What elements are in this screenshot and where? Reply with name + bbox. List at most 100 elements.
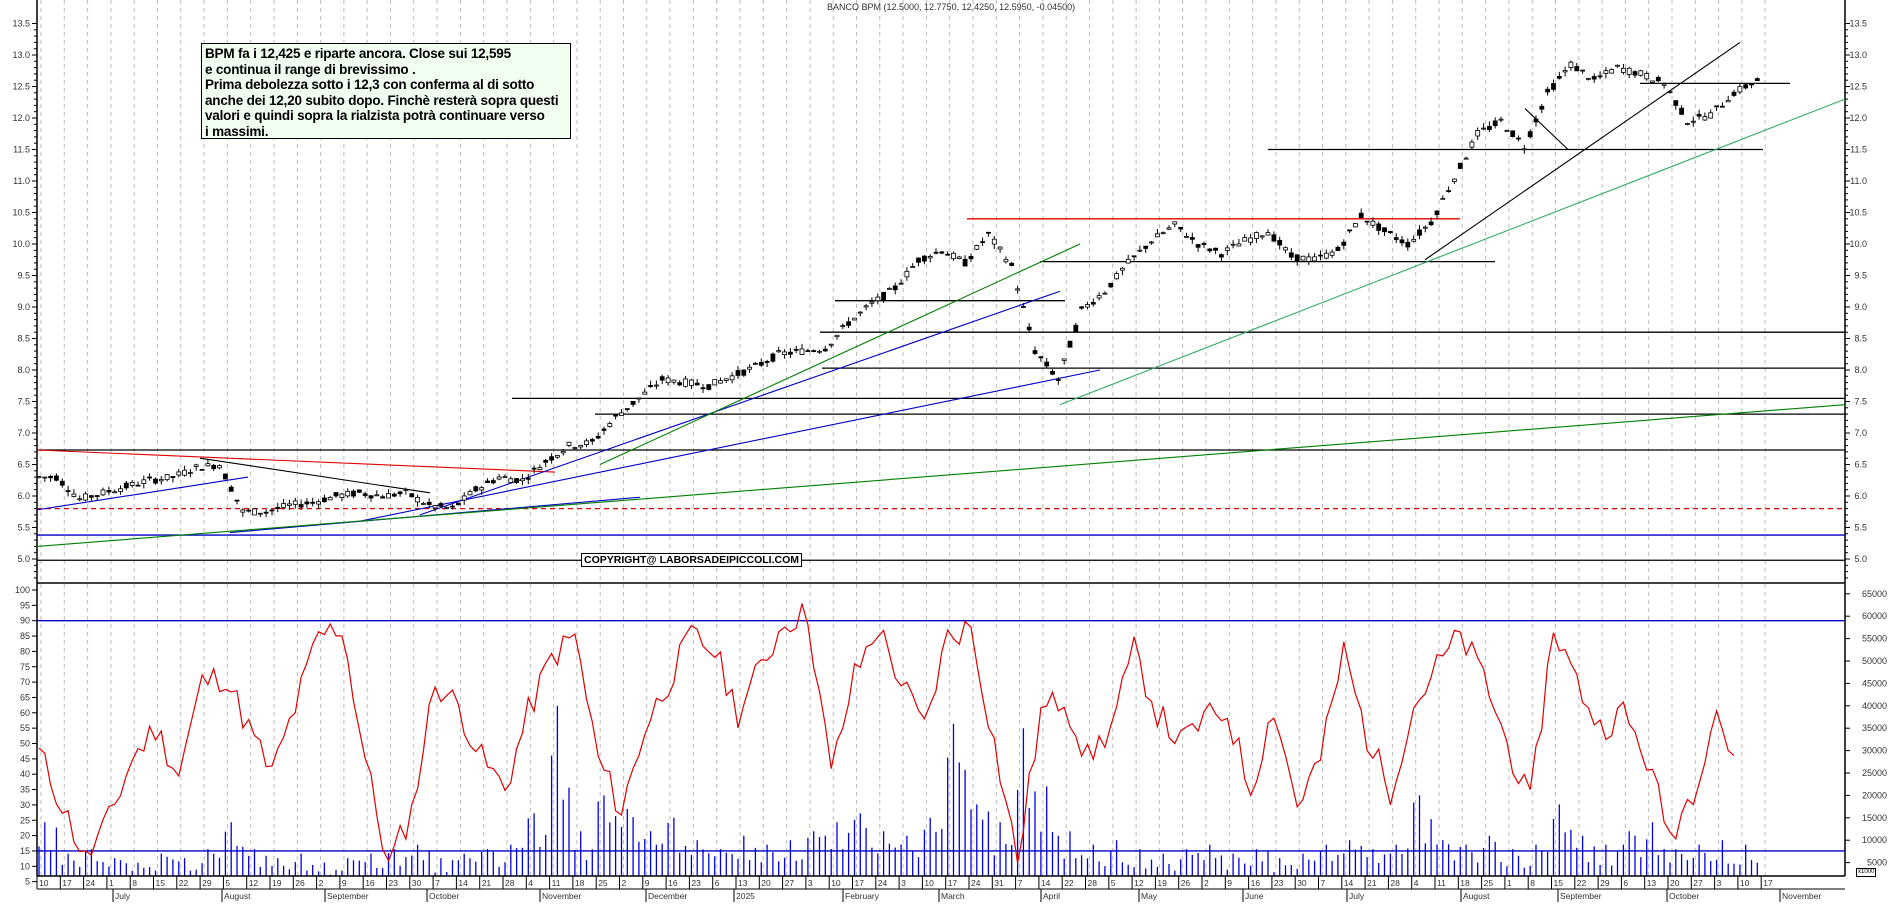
price-tick-label: 5.5 [17, 523, 30, 533]
month-label: October [1669, 891, 1699, 901]
candle-body [1731, 91, 1737, 96]
candle-body [828, 343, 834, 346]
date-tick-label: 1 [109, 878, 114, 888]
candle-body [275, 506, 281, 510]
candle-body [543, 459, 549, 463]
volume-tick-label: 60000 [1862, 611, 1887, 621]
price-tick-label: 8.0 [1854, 365, 1867, 375]
candle-body [54, 475, 59, 481]
oscillator-tick-label: 5 [25, 877, 30, 887]
date-tick-label: 8 [132, 878, 137, 888]
date-tick-label: 14 [458, 878, 468, 888]
candle-body [1370, 220, 1376, 226]
candle-body [1597, 75, 1603, 78]
candle-body [1335, 246, 1341, 251]
candle-body [1650, 80, 1655, 83]
date-tick-label: 31 [994, 878, 1004, 888]
candle-body [83, 493, 88, 501]
candle-body [1638, 70, 1644, 76]
candle-body [1353, 223, 1358, 228]
candle-body [1655, 76, 1661, 82]
candle-body [141, 479, 147, 484]
candle-body [922, 255, 927, 262]
candle-body [1347, 229, 1352, 232]
candle-body [607, 423, 613, 427]
price-tick-label: 6.0 [1854, 491, 1867, 501]
uptrend-line [1059, 98, 1846, 406]
copyright-label: COPYRIGHT@ LABORSADEIPICCOLI.COM [581, 553, 802, 567]
candle-body [380, 496, 386, 499]
candle-body [1428, 221, 1434, 226]
candle-body [642, 391, 648, 395]
oscillator-tick-label: 45 [20, 754, 30, 764]
candle-body [170, 476, 176, 478]
date-tick-label: 16 [1251, 878, 1261, 888]
candle-body [1160, 232, 1166, 235]
candle-body [240, 509, 246, 513]
candle-body [630, 400, 636, 405]
candle-body [397, 491, 403, 495]
candle-body [927, 256, 933, 259]
candle-body [665, 377, 671, 384]
long-term-uptrend-line [36, 404, 1846, 547]
date-tick-label: 6 [715, 878, 720, 888]
date-tick-label: 2 [622, 878, 627, 888]
date-tick-label: 18 [575, 878, 585, 888]
candle-body [1521, 148, 1527, 151]
candle-body [811, 350, 817, 352]
candle-body [1318, 254, 1323, 257]
candle-body [77, 498, 83, 501]
oscillator-tick-label: 10 [20, 861, 30, 871]
candle-body [1242, 237, 1248, 242]
candle-body [520, 478, 525, 482]
candle-body [467, 491, 473, 496]
note-line: Prima debolezza sotto i 12,3 con conferm… [205, 77, 535, 92]
candle-body [1708, 112, 1714, 119]
volume-tick-label: 50000 [1862, 656, 1887, 666]
month-label: March [941, 891, 965, 901]
candle-body [1073, 324, 1079, 332]
price-tick-label: 7.5 [1854, 397, 1867, 407]
candle-body [933, 251, 939, 254]
candle-body [164, 474, 170, 481]
candle-body [1417, 229, 1422, 236]
candle-body [1382, 227, 1387, 233]
candle-body [1288, 252, 1294, 258]
candle-body [857, 311, 863, 314]
candle-body [1050, 371, 1055, 375]
price-tick-label: 8.5 [1854, 334, 1867, 344]
price-tick-label: 5.5 [1854, 523, 1867, 533]
candle-body [65, 490, 71, 492]
price-tick-label: 8.5 [17, 334, 30, 344]
candle-body [473, 486, 479, 492]
downtrend-line [1524, 108, 1569, 150]
month-label: April [1043, 891, 1060, 901]
price-tick-label: 11.0 [1850, 176, 1867, 186]
date-tick-label: 15 [156, 878, 166, 888]
date-tick-label: 4 [1414, 878, 1419, 888]
month-label: August [1463, 891, 1490, 901]
candle-body [1219, 254, 1224, 258]
note-line: i massimi. [205, 123, 269, 139]
month-label: September [327, 891, 369, 901]
candle-body [572, 447, 578, 449]
candle-body [327, 496, 333, 501]
month-label: 2025 [736, 891, 755, 901]
candle-body [1341, 241, 1347, 246]
candle-body [782, 351, 787, 356]
candle-body [566, 441, 572, 446]
candle-body [619, 412, 624, 416]
candle-body [345, 490, 351, 497]
candle-body [1230, 243, 1236, 246]
candle-body [1626, 67, 1632, 75]
price-tick-label: 12.5 [12, 82, 30, 92]
date-tick-label: 24 [878, 878, 888, 888]
candle-body [409, 493, 415, 498]
candle-body [578, 444, 584, 448]
oscillator-tick-label: 40 [20, 769, 30, 779]
candle-body [176, 471, 182, 476]
candle-body [1108, 282, 1114, 288]
candle-body [490, 480, 496, 484]
candle-body [1376, 223, 1382, 231]
